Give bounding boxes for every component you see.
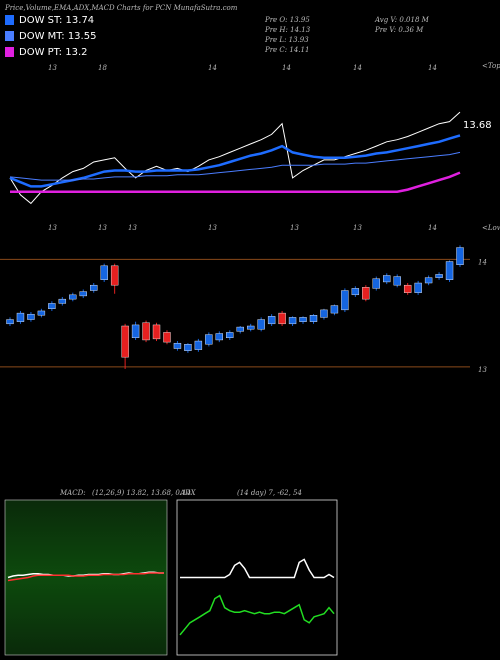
top-label: 14	[282, 64, 291, 72]
candle-body	[393, 276, 401, 286]
series-line	[9, 151, 461, 181]
candle-body	[79, 291, 87, 297]
bottom-label: 13	[48, 224, 57, 232]
macd-panel	[4, 499, 168, 656]
candle-body	[6, 319, 14, 325]
candle-body	[152, 324, 161, 340]
candle-body	[456, 247, 464, 265]
tops-marker: <Tops	[482, 62, 500, 70]
candle-body	[267, 316, 276, 325]
candle-body	[309, 315, 318, 322]
legend-swatch	[5, 15, 14, 25]
candle-body	[414, 282, 422, 293]
top-label: 13	[48, 64, 57, 72]
macd-title: MACD:	[59, 489, 86, 497]
candle-body	[257, 319, 265, 330]
bottom-label: 13	[208, 224, 217, 232]
y-tick-label: 13	[478, 366, 487, 374]
legend-swatch	[5, 47, 14, 57]
candle-body	[236, 326, 244, 332]
y-tick-label: 14	[478, 258, 487, 266]
candle-body	[37, 310, 46, 316]
candle-body	[383, 275, 391, 283]
stat: Avg V: 0.018 M	[374, 16, 430, 24]
adx-params: (14 day) 7, -62, 54	[237, 489, 302, 497]
candle-body	[320, 309, 328, 318]
candle-body	[121, 325, 129, 358]
candle-body	[90, 284, 98, 291]
candle-body	[131, 324, 140, 339]
bottom-label: 13	[290, 224, 299, 232]
candle-body	[435, 274, 443, 278]
price-annotation: 13.68	[463, 120, 492, 131]
candle-body	[330, 305, 339, 314]
stat: Pre V: 0.36 M	[374, 26, 424, 34]
candle-body	[403, 284, 412, 293]
bottom-label: 13	[98, 224, 107, 232]
candle-body	[142, 322, 150, 341]
legend-label: DOW MT: 13.55	[19, 31, 96, 42]
candle-body	[163, 332, 171, 343]
candle-body	[69, 294, 77, 300]
candle-body	[299, 317, 307, 322]
candle-body	[351, 288, 360, 296]
lows-marker: <Lows	[482, 224, 500, 232]
candle-body	[58, 298, 67, 304]
top-label: 14	[208, 64, 217, 72]
page-title: Price,Volume,EMA,ADX,MACD Charts for PCN…	[4, 4, 238, 12]
candle-body	[424, 277, 433, 284]
top-label: 14	[353, 64, 362, 72]
candle-body	[372, 278, 380, 289]
adx-title: ADX	[179, 489, 197, 497]
series-line	[9, 111, 461, 205]
candle-body	[246, 325, 255, 330]
bottom-label: 14	[428, 224, 437, 232]
candle-body	[16, 312, 25, 322]
stat: Pre L: 13.93	[264, 36, 309, 44]
legend-swatch	[5, 31, 14, 41]
candle-body	[48, 303, 56, 310]
stat: Pre H: 14.13	[264, 26, 311, 34]
stat: Pre C: 14.11	[264, 46, 309, 54]
bottom-label: 13	[353, 224, 362, 232]
candle-body	[278, 312, 286, 325]
macd-params: (12,26,9) 13.82, 13.68, 0.14	[92, 489, 191, 497]
series-line	[10, 171, 461, 193]
candle-body	[205, 334, 213, 345]
stat: Pre O: 13.95	[264, 16, 310, 24]
candle-body	[362, 287, 370, 300]
candle-body	[173, 342, 182, 349]
candle-body	[445, 261, 454, 280]
candle-body	[288, 317, 297, 325]
top-label: 18	[98, 64, 107, 72]
candle-body	[100, 265, 108, 280]
legend-label: DOW ST: 13.74	[19, 15, 94, 26]
candle-body	[215, 333, 224, 341]
series-line	[9, 134, 461, 188]
candle-body	[27, 313, 35, 320]
candle-body	[194, 340, 203, 350]
candle-body	[341, 290, 349, 311]
legend-label: DOW PT: 13.2	[19, 47, 88, 58]
bottom-label: 13	[128, 224, 137, 232]
series-line	[179, 594, 335, 636]
top-label: 14	[428, 64, 437, 72]
candle-body	[110, 265, 119, 286]
candle-body	[226, 332, 234, 339]
series-line	[180, 558, 335, 579]
candle-body	[184, 344, 192, 351]
series-line	[7, 572, 164, 582]
